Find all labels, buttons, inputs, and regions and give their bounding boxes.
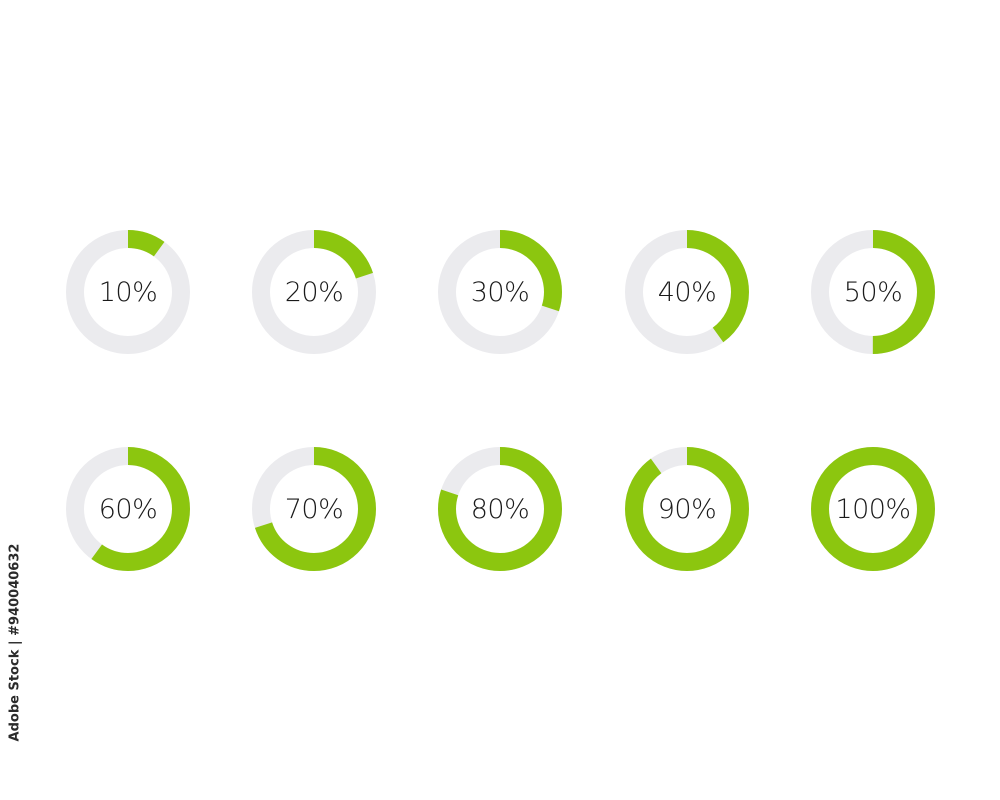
ring-percent-label: 90% xyxy=(657,493,717,525)
progress-ring-50: 50% xyxy=(808,227,938,357)
stock-id-watermark: Adobe Stock | #940040632 xyxy=(4,543,26,741)
ring-progress-arc xyxy=(811,447,935,571)
ring-graphic xyxy=(252,230,376,354)
ring-graphic xyxy=(438,230,562,354)
ring-graphic xyxy=(811,230,935,354)
ring-graphic xyxy=(625,230,749,354)
stock-id-text: Adobe Stock | #940040632 xyxy=(7,543,23,741)
progress-ring-60: 60% xyxy=(63,444,193,574)
ring-percent-label: 50% xyxy=(843,276,903,308)
progress-ring-40: 40% xyxy=(622,227,752,357)
ring-graphic xyxy=(66,447,190,571)
progress-ring-30: 30% xyxy=(435,227,565,357)
ring-graphic xyxy=(438,447,562,571)
ring-graphic xyxy=(625,447,749,571)
progress-ring-90: 90% xyxy=(622,444,752,574)
progress-ring-100: 100% xyxy=(808,444,938,574)
ring-progress-arc xyxy=(66,447,190,571)
ring-progress-arc xyxy=(252,447,376,571)
ring-progress-arc xyxy=(625,447,749,571)
ring-percent-label: 30% xyxy=(470,276,530,308)
progress-ring-10: 10% xyxy=(63,227,193,357)
ring-percent-label: 80% xyxy=(470,493,530,525)
progress-ring-80: 80% xyxy=(435,444,565,574)
ring-progress-arc xyxy=(438,230,562,354)
ring-percent-label: 60% xyxy=(98,493,158,525)
ring-percent-label: 20% xyxy=(284,276,344,308)
ring-graphic xyxy=(252,447,376,571)
progress-ring-70: 70% xyxy=(249,444,379,574)
ring-progress-arc xyxy=(66,230,190,354)
progress-ring-20: 20% xyxy=(249,227,379,357)
ring-percent-label: 100% xyxy=(835,493,911,525)
ring-progress-arc xyxy=(811,230,935,354)
ring-graphic xyxy=(66,230,190,354)
ring-progress-arc xyxy=(438,447,562,571)
ring-progress-arc xyxy=(625,230,749,354)
ring-percent-label: 70% xyxy=(284,493,344,525)
ring-percent-label: 10% xyxy=(98,276,158,308)
ring-percent-label: 40% xyxy=(657,276,717,308)
ring-graphic xyxy=(811,447,935,571)
ring-progress-arc xyxy=(252,230,376,354)
